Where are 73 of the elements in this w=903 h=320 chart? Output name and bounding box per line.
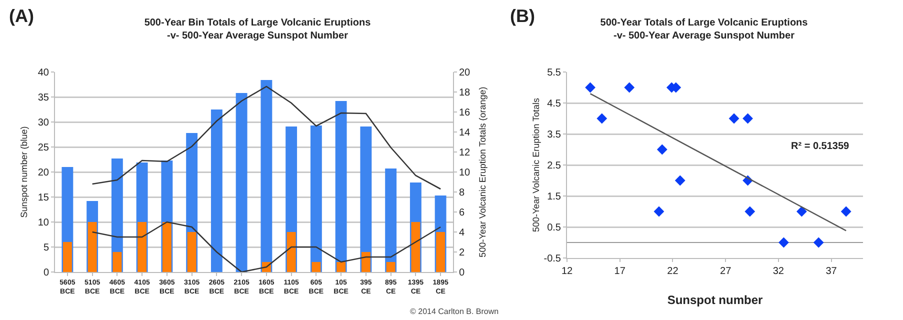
point [728, 113, 740, 124]
text: (A) [9, 6, 34, 26]
y-tick-label: 5.5 [547, 68, 562, 78]
y-tick-label: 40 [38, 68, 50, 78]
y2-tick-label: 10 [459, 168, 471, 178]
bar [335, 101, 347, 272]
bar [386, 262, 396, 272]
bar [360, 126, 372, 272]
bar [62, 242, 72, 272]
line-series [92, 221, 442, 272]
point [744, 206, 756, 217]
y-tick-label: -0.5 [544, 254, 562, 264]
y2-tick-label: 16 [459, 108, 471, 118]
text: © 2014 Carlton B. Brown [410, 307, 499, 316]
bar [236, 93, 248, 272]
y-axis-title: Sunspot number (blue) [19, 126, 29, 218]
y-tick-label: 5 [43, 242, 50, 254]
y-tick-label: 10 [38, 218, 50, 228]
y2-tick-label: 0 [459, 268, 465, 278]
y-tick-label: 25 [38, 142, 50, 154]
y-tick-label: 0.5 [547, 222, 562, 234]
y-tick-label: 4.5 [547, 98, 562, 110]
bar [385, 168, 397, 272]
bar [187, 232, 196, 272]
y2-tick-label: 12 [459, 148, 471, 158]
y-tick-label: 20 [38, 168, 50, 178]
bar [312, 262, 321, 272]
x-tick-label: 27 [720, 266, 732, 277]
x-tick-label: 17 [614, 266, 626, 277]
y-tick-label: 2.5 [547, 160, 562, 172]
y-axis-title: 500-Year Volcanic Eruption Totals [531, 97, 541, 232]
x-tick-label: 37 [826, 266, 838, 277]
y2-tick-label: 20 [459, 68, 471, 78]
annotation: R² = 0.51359 [791, 141, 850, 152]
y-tick-label: 0 [43, 268, 50, 278]
x-tick-label: 32 [772, 266, 784, 277]
point [796, 206, 807, 217]
point [596, 113, 608, 124]
y2-tick-label: 18 [459, 88, 471, 98]
point [654, 206, 664, 217]
chart-title: 500-Year Totals of Large Volcanic Eruptions -v- 500-Year Average Sunspot Number [600, 18, 808, 42]
point [840, 206, 852, 217]
point [585, 82, 596, 93]
y2-tick-label: 6 [459, 208, 465, 218]
y2-tick-label: 4 [459, 228, 465, 238]
x-tick-label: 22 [667, 266, 679, 277]
bar [260, 80, 272, 272]
y2-axis-title: 500-Year Volcanic Eruption Totals (orange) [478, 86, 488, 258]
y2-tick-label: 2 [459, 248, 465, 258]
text: (B) [510, 6, 535, 26]
bar [310, 126, 322, 272]
y-tick-label: 15 [38, 192, 50, 204]
bar [336, 262, 346, 272]
bar [112, 252, 122, 272]
y2-tick-label: 8 [459, 188, 465, 198]
bar [286, 232, 296, 272]
chart-title: 500-Year Bin Totals of Large Volcanic Eruptions -v- 500-Year Average Sunspot Number [144, 18, 372, 42]
point [656, 144, 668, 155]
x-axis-title: Sunspot number [667, 293, 763, 307]
bar [210, 110, 222, 272]
y-tick-label: 35 [38, 92, 50, 104]
y-tick-label: 1.5 [547, 192, 562, 202]
point [778, 237, 789, 248]
point [742, 113, 753, 124]
point [624, 82, 635, 93]
x-tick-label: 12 [561, 266, 573, 277]
point [813, 237, 824, 248]
bar [361, 252, 370, 272]
y-tick-label: 30 [38, 118, 50, 128]
y2-tick-label: 14 [459, 128, 471, 138]
point [674, 175, 686, 186]
line-series [92, 86, 442, 190]
y-tick-label: 3.5 [547, 130, 562, 140]
